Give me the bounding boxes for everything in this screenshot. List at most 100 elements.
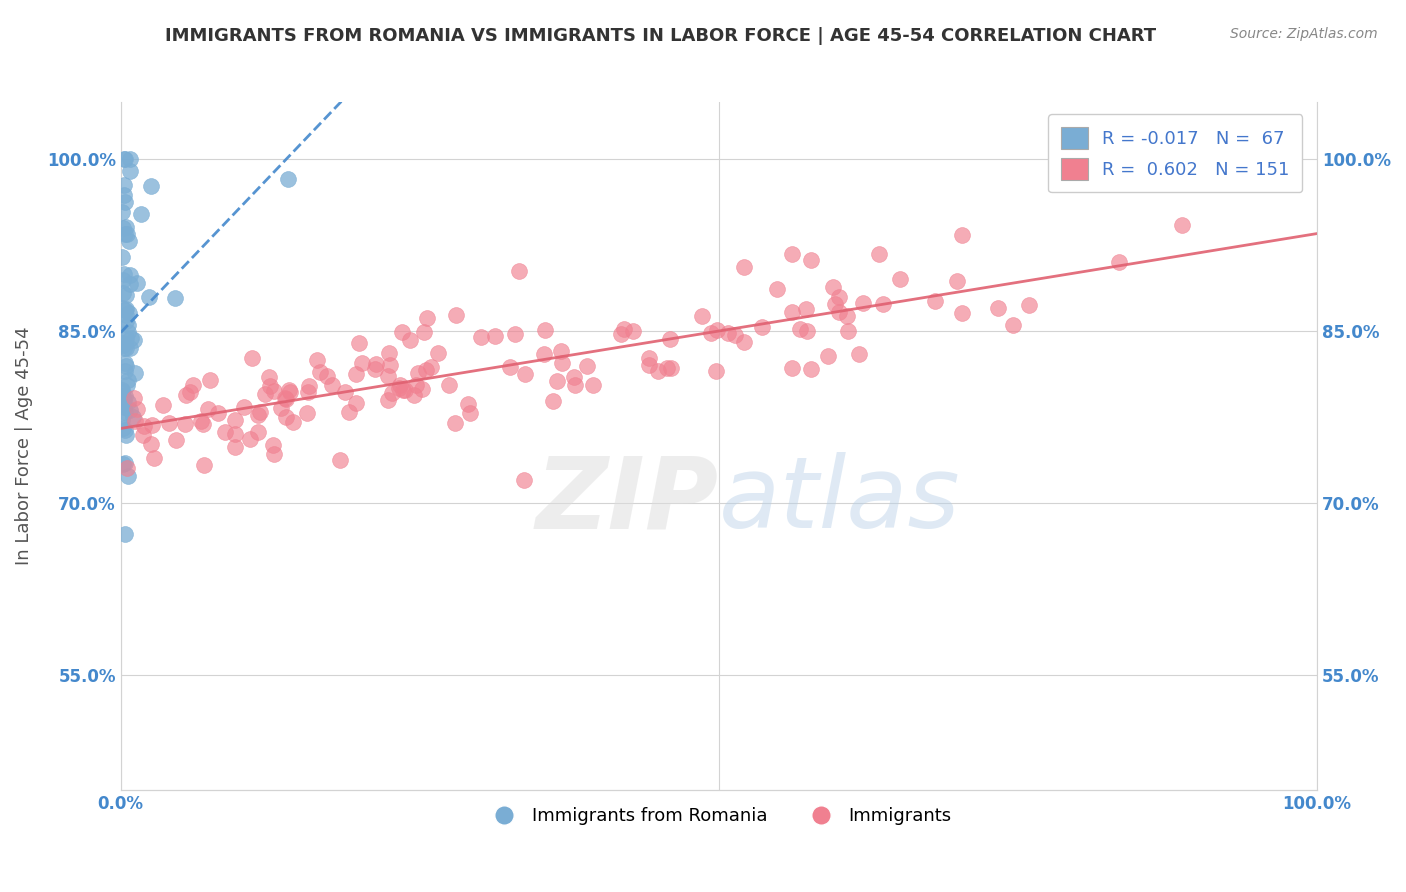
Point <box>1108 254 1130 268</box>
Point <box>262 438 284 452</box>
Point <box>690 309 713 323</box>
Point <box>950 228 973 243</box>
Point <box>733 260 755 275</box>
Point <box>515 368 537 382</box>
Point <box>444 308 467 322</box>
Point <box>638 358 661 372</box>
Point <box>413 325 436 339</box>
Point <box>391 325 413 339</box>
Point <box>115 314 138 328</box>
Point <box>118 268 141 283</box>
Point <box>198 373 221 387</box>
Point <box>152 398 174 412</box>
Point <box>717 326 740 341</box>
Point <box>780 360 803 375</box>
Point <box>174 388 197 402</box>
Point <box>207 406 229 420</box>
Point <box>551 356 574 370</box>
Point <box>1002 318 1025 332</box>
Point <box>111 335 134 350</box>
Point <box>848 346 870 360</box>
Point <box>224 413 246 427</box>
Point <box>115 219 138 234</box>
Point <box>458 406 481 420</box>
Point <box>124 366 146 380</box>
Legend: Immigrants from Romania, Immigrants: Immigrants from Romania, Immigrants <box>479 800 959 832</box>
Point <box>416 311 439 326</box>
Point <box>270 401 292 415</box>
Point <box>378 346 401 360</box>
Point <box>389 378 412 392</box>
Point <box>817 349 839 363</box>
Point <box>111 273 134 287</box>
Point <box>796 324 818 338</box>
Point <box>610 327 633 342</box>
Point <box>125 401 148 416</box>
Point <box>394 383 416 397</box>
Point <box>562 370 585 384</box>
Point <box>112 152 135 166</box>
Point <box>247 409 270 423</box>
Point <box>484 329 506 343</box>
Point <box>780 246 803 260</box>
Point <box>706 364 728 378</box>
Point <box>247 425 270 439</box>
Point <box>659 332 682 346</box>
Point <box>111 204 134 219</box>
Point <box>118 234 141 248</box>
Point <box>114 363 136 377</box>
Point <box>392 384 415 398</box>
Point <box>181 378 204 392</box>
Point <box>257 370 280 384</box>
Point <box>141 178 163 193</box>
Text: IMMIGRANTS FROM ROMANIA VS IMMIGRANTS IN LABOR FORCE | AGE 45-54 CORRELATION CHA: IMMIGRANTS FROM ROMANIA VS IMMIGRANTS IN… <box>166 27 1156 45</box>
Point <box>513 473 536 487</box>
Point <box>112 285 135 300</box>
Point <box>173 417 195 432</box>
Point <box>157 416 180 430</box>
Point <box>381 385 404 400</box>
Point <box>111 384 134 398</box>
Point <box>751 320 773 334</box>
Point <box>112 394 135 409</box>
Point <box>224 440 246 454</box>
Point <box>659 360 682 375</box>
Point <box>364 357 387 371</box>
Point <box>950 305 973 319</box>
Point <box>457 396 479 410</box>
Point <box>1018 298 1040 312</box>
Point <box>114 424 136 438</box>
Point <box>111 220 134 235</box>
Point <box>115 377 138 392</box>
Point <box>800 362 823 376</box>
Point <box>377 392 399 407</box>
Point <box>307 353 329 368</box>
Point <box>541 393 564 408</box>
Point <box>1171 218 1194 232</box>
Point <box>470 330 492 344</box>
Point <box>546 375 568 389</box>
Point <box>277 172 299 186</box>
Text: Source: ZipAtlas.com: Source: ZipAtlas.com <box>1230 27 1378 41</box>
Point <box>350 356 373 370</box>
Point <box>576 359 599 373</box>
Point <box>115 308 138 322</box>
Point <box>378 359 401 373</box>
Point <box>427 345 450 359</box>
Point <box>297 385 319 400</box>
Point <box>444 416 467 430</box>
Point <box>115 359 138 374</box>
Point <box>259 379 281 393</box>
Point <box>112 420 135 434</box>
Point <box>298 379 321 393</box>
Point <box>827 305 849 319</box>
Point <box>139 436 162 450</box>
Point <box>337 405 360 419</box>
Point <box>333 384 356 399</box>
Point <box>794 301 817 316</box>
Point <box>924 294 946 309</box>
Point <box>132 418 155 433</box>
Point <box>274 409 297 424</box>
Point <box>503 327 526 342</box>
Point <box>638 351 661 366</box>
